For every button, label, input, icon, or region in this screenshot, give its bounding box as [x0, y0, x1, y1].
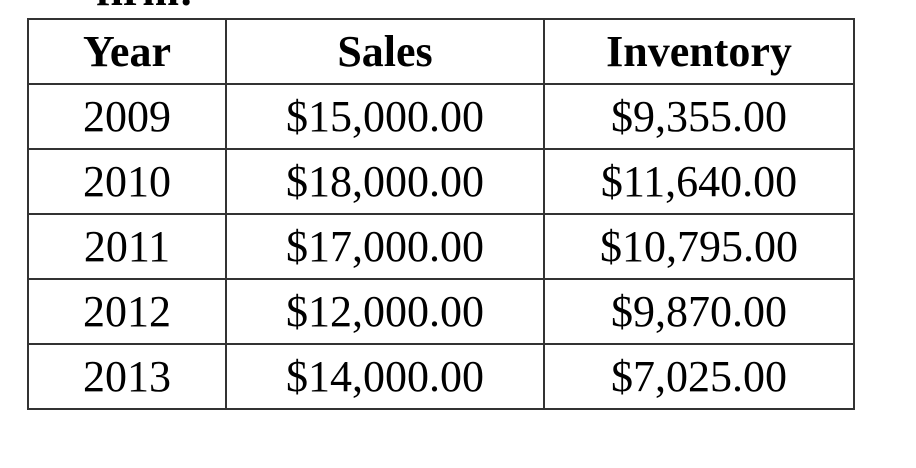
header-sales: Sales	[225, 18, 545, 85]
cell-year: 2010	[27, 148, 227, 215]
clipped-preceding-text: firm:	[96, 0, 194, 13]
cell-inventory: $10,795.00	[543, 213, 855, 280]
cell-year: 2012	[27, 278, 227, 345]
table-row: 2012 $12,000.00 $9,870.00	[27, 278, 855, 345]
cell-sales: $12,000.00	[225, 278, 545, 345]
cell-sales: $18,000.00	[225, 148, 545, 215]
table-row: 2013 $14,000.00 $7,025.00	[27, 343, 855, 410]
cell-sales: $15,000.00	[225, 83, 545, 150]
cell-sales: $17,000.00	[225, 213, 545, 280]
cell-inventory: $7,025.00	[543, 343, 855, 410]
header-year: Year	[27, 18, 227, 85]
cell-year: 2011	[27, 213, 227, 280]
cell-inventory: $11,640.00	[543, 148, 855, 215]
cell-inventory: $9,870.00	[543, 278, 855, 345]
table-row: 2009 $15,000.00 $9,355.00	[27, 83, 855, 150]
sales-inventory-table: Year Sales Inventory 2009 $15,000.00 $9,…	[27, 18, 855, 410]
cell-year: 2009	[27, 83, 227, 150]
table-row: 2010 $18,000.00 $11,640.00	[27, 148, 855, 215]
table-header-row: Year Sales Inventory	[27, 18, 855, 85]
cell-sales: $14,000.00	[225, 343, 545, 410]
cell-year: 2013	[27, 343, 227, 410]
table-row: 2011 $17,000.00 $10,795.00	[27, 213, 855, 280]
header-inventory: Inventory	[543, 18, 855, 85]
cell-inventory: $9,355.00	[543, 83, 855, 150]
